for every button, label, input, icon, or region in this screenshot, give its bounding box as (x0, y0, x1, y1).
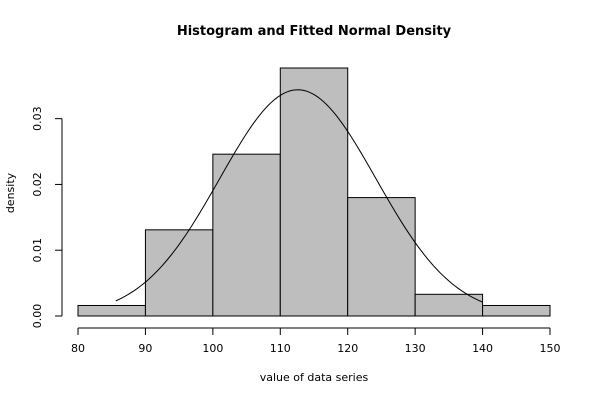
histogram-bar-110-120 (279, 67, 349, 317)
y-axis-label: density (4, 172, 17, 213)
x-tick-label-90: 90 (138, 342, 152, 355)
x-tick-label-150: 150 (540, 342, 561, 355)
y-tick-label-0: 0.00 (31, 304, 44, 329)
bars-group (77, 67, 551, 317)
fitted-normal-curve (115, 89, 483, 303)
y-tick-label-1: 0.01 (31, 238, 44, 263)
y-tick-label-3: 0.03 (31, 106, 44, 131)
x-tick-label-120: 120 (337, 342, 358, 355)
x-tick-label-110: 110 (270, 342, 291, 355)
x-tick-label-100: 100 (202, 342, 223, 355)
histogram-bar-140-150 (482, 304, 551, 317)
x-axis-label: value of data series (260, 371, 369, 384)
y-axis: 0.00 0.01 0.02 0.03 (31, 106, 63, 329)
y-tick-label-2: 0.02 (31, 172, 44, 197)
x-tick-label-140: 140 (472, 342, 493, 355)
chart-title: Histogram and Fitted Normal Density (177, 24, 452, 39)
histogram-bar-100-110 (212, 153, 281, 317)
histogram-bar-120-130 (347, 197, 416, 317)
x-tick-label-130: 130 (405, 342, 426, 355)
x-axis: 80 90 100 110 120 130 140 150 (71, 327, 561, 355)
histogram-bar-80-90 (77, 304, 146, 317)
x-tick-label-80: 80 (71, 342, 85, 355)
